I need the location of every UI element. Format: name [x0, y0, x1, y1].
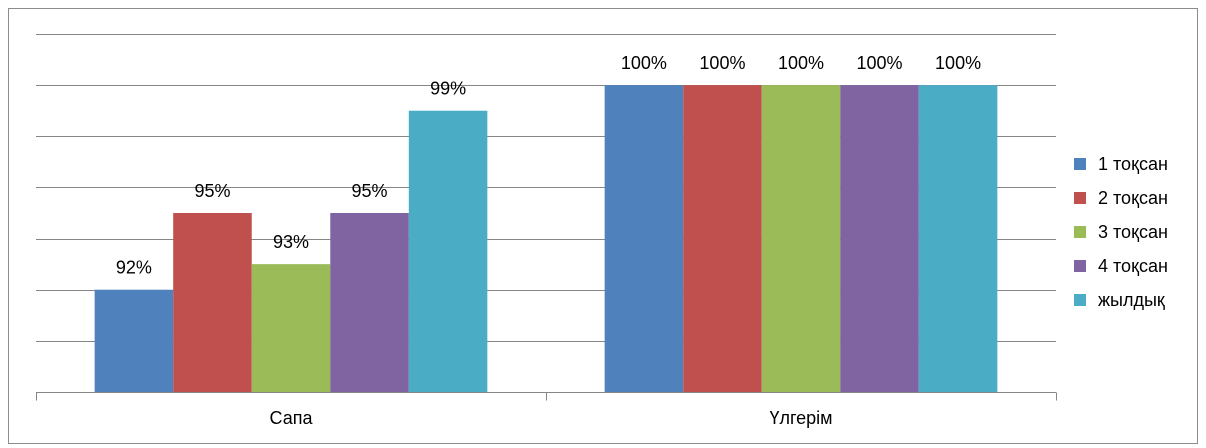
data-label: 95%	[194, 181, 230, 201]
bar	[408, 110, 488, 392]
data-label: 95%	[352, 181, 388, 201]
data-label: 100%	[778, 53, 824, 73]
bar	[761, 85, 841, 393]
legend-swatch	[1074, 158, 1086, 170]
legend-swatch	[1074, 226, 1086, 238]
bar	[251, 264, 331, 392]
bar	[840, 85, 919, 393]
data-label: 100%	[935, 53, 981, 73]
legend-label: 4 тоқсан	[1098, 256, 1168, 276]
chart-frame	[8, 8, 1198, 444]
data-label: 99%	[430, 79, 466, 99]
legend-label: 1 тоқсан	[1098, 154, 1168, 174]
category-label: Үлгерім	[769, 408, 832, 428]
data-label: 100%	[857, 53, 903, 73]
legend-label: 3 тоқсан	[1098, 222, 1168, 242]
bar	[918, 85, 998, 393]
bar	[173, 213, 252, 392]
legend-swatch	[1074, 260, 1086, 272]
bar	[604, 85, 684, 393]
bar	[330, 213, 409, 392]
legend-label: 2 тоқсан	[1098, 188, 1168, 208]
legend-label: жылдық	[1098, 290, 1165, 310]
bar	[683, 85, 762, 393]
data-label: 100%	[699, 53, 745, 73]
legend-swatch	[1074, 192, 1086, 204]
legend-swatch	[1074, 294, 1086, 306]
bar	[94, 289, 174, 392]
data-label: 92%	[116, 258, 152, 278]
data-label: 93%	[273, 232, 309, 252]
data-label: 100%	[621, 53, 667, 73]
category-label: Сапа	[270, 408, 314, 428]
